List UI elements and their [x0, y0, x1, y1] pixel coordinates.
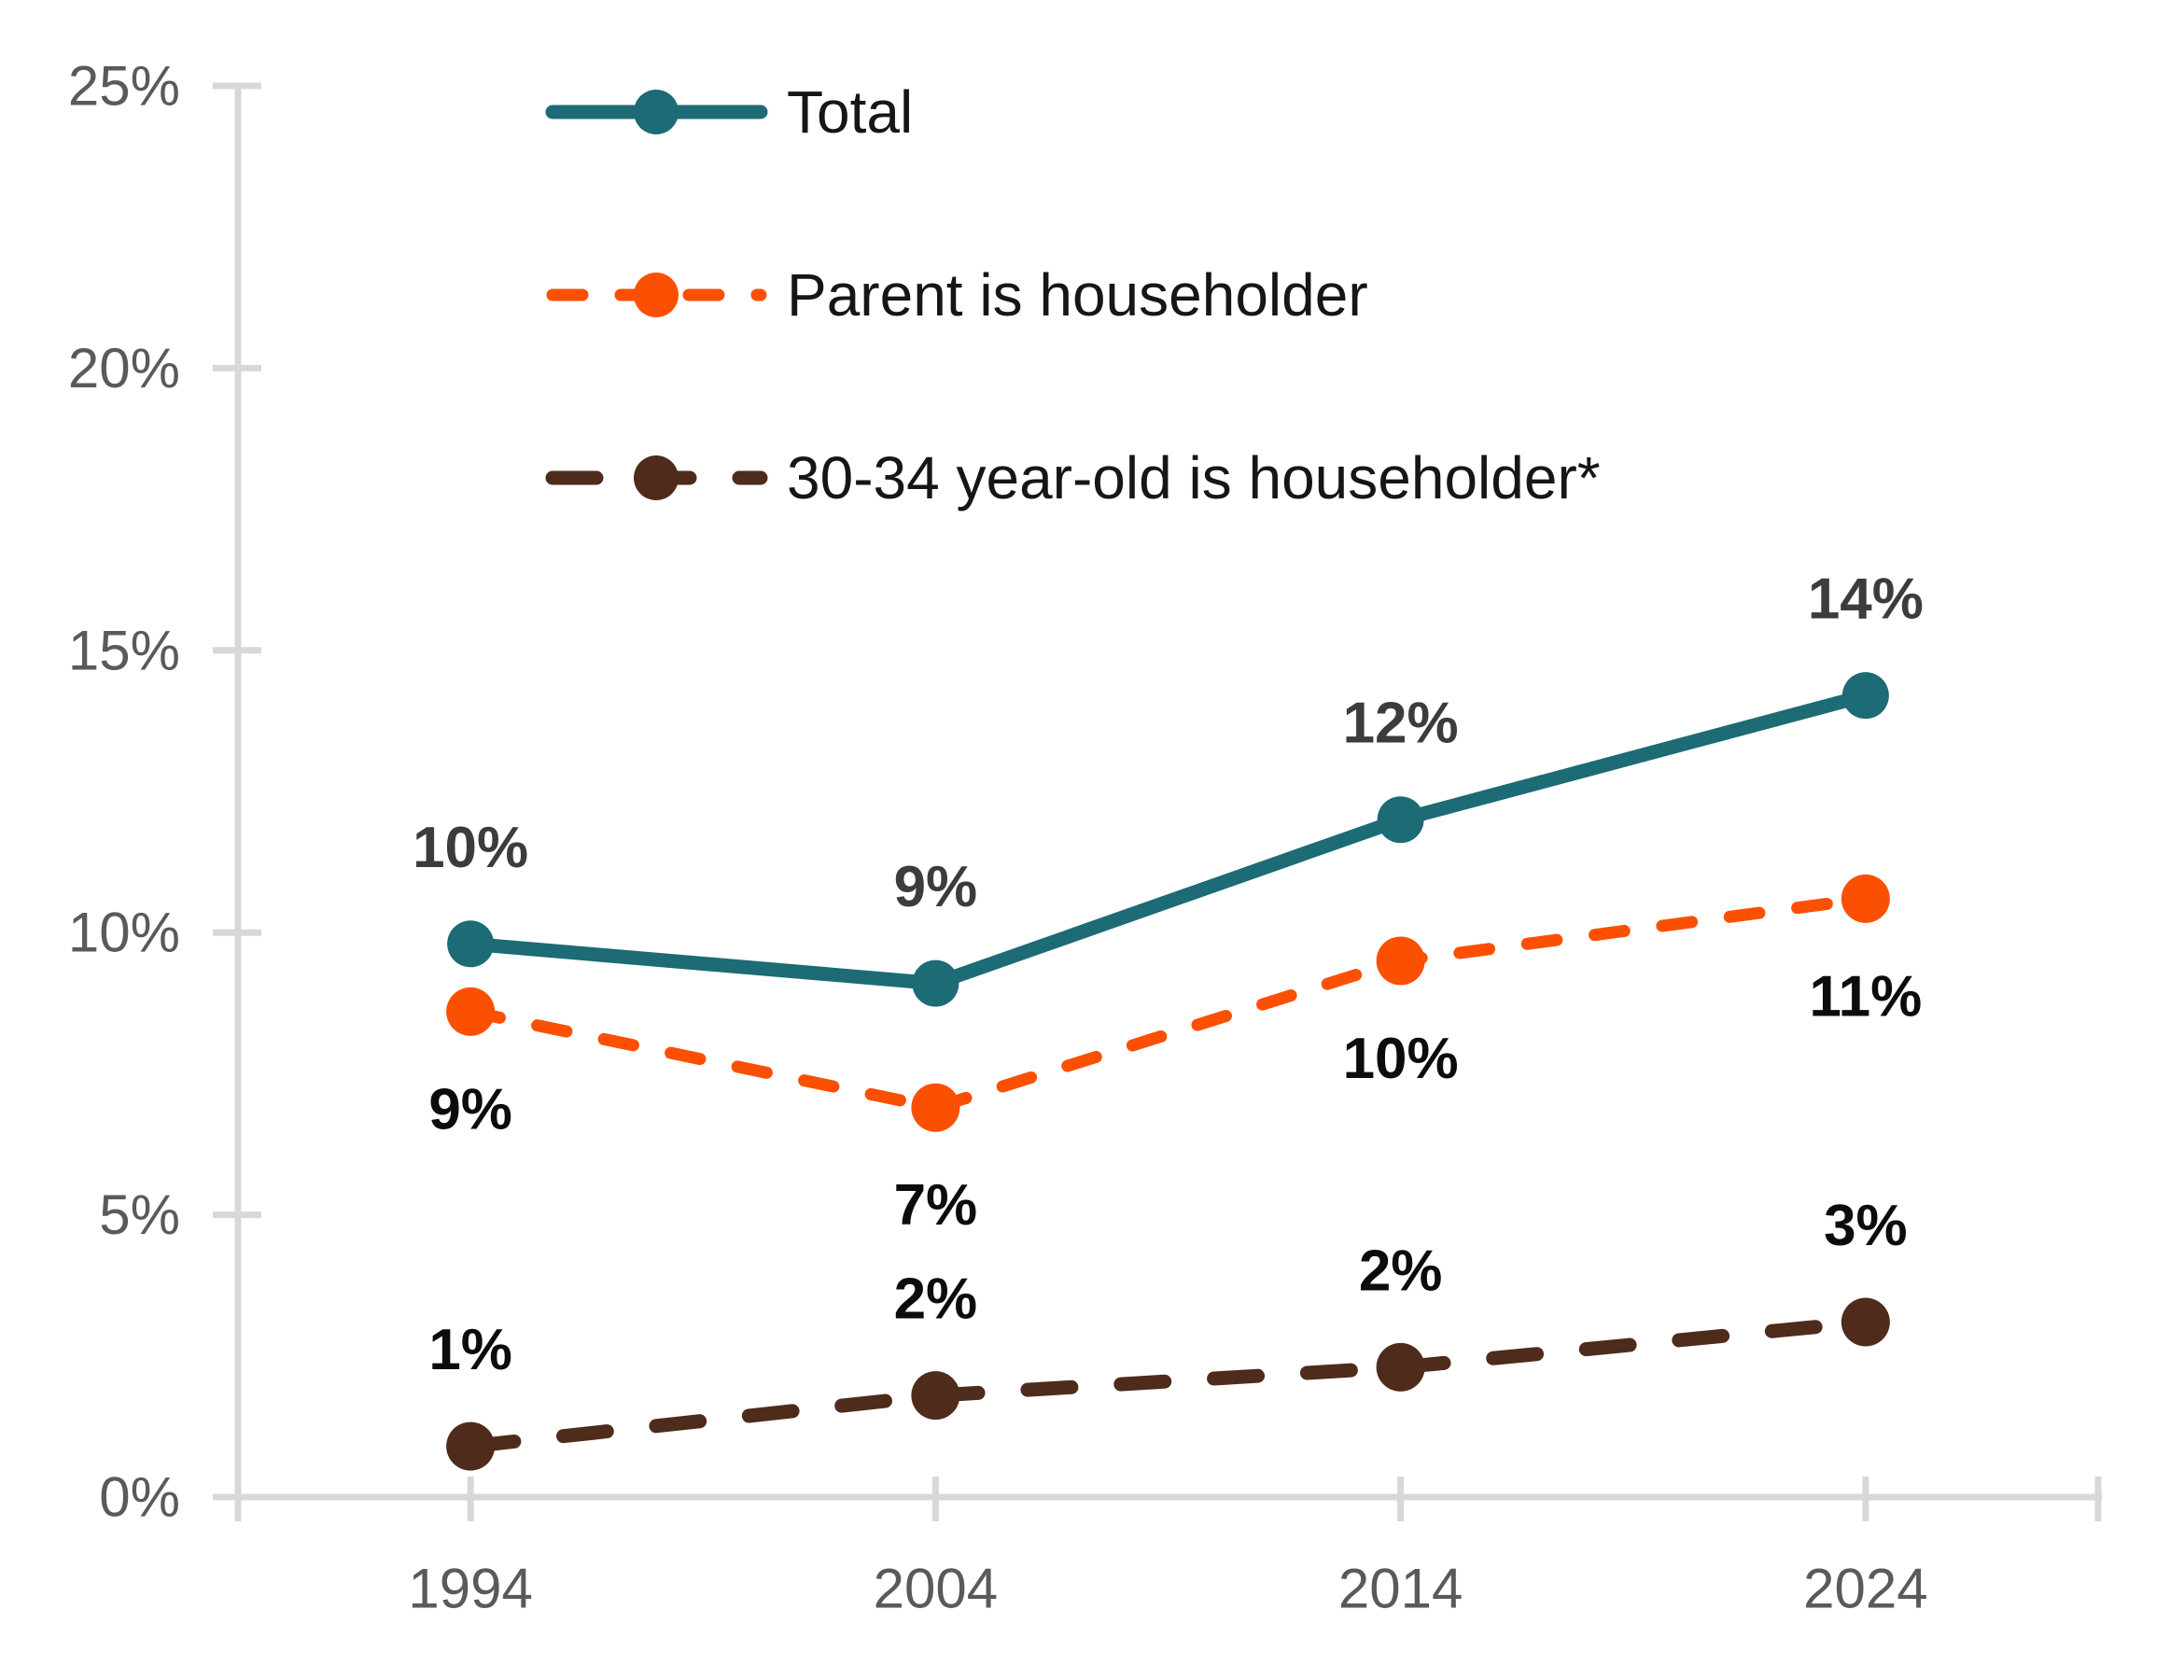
data-point-label: 12%	[1343, 692, 1459, 756]
series-line-1	[463, 688, 1873, 991]
data-point-marker	[912, 959, 959, 1007]
data-point-marker	[1841, 874, 1890, 923]
legend-sample-marker	[634, 273, 679, 317]
data-point-marker	[446, 1421, 496, 1471]
x-axis-tick-label: 2024	[1803, 1558, 1927, 1620]
data-point-label: 1%	[428, 1318, 512, 1382]
series-line-2	[464, 892, 1872, 1114]
data-point-marker	[1841, 672, 1889, 720]
legend-item-label: 30-34 year-old is householder*	[787, 444, 1601, 511]
data-point-marker	[911, 1371, 960, 1421]
data-point-label: 2%	[1359, 1239, 1443, 1303]
data-point-label: 9%	[894, 855, 978, 919]
data-point-label: 11%	[1810, 964, 1923, 1029]
data-point-marker	[446, 987, 496, 1036]
y-axis-tick-label: 10%	[68, 902, 180, 964]
data-point-marker	[1841, 1297, 1890, 1347]
y-axis-tick-label: 25%	[68, 55, 180, 118]
x-axis-tick-label: 2014	[1338, 1558, 1463, 1620]
data-point-label: 7%	[894, 1173, 978, 1238]
data-point-label: 10%	[413, 816, 528, 880]
y-axis-tick-label: 20%	[68, 337, 180, 399]
legend-sample-marker	[634, 90, 679, 134]
data-point-marker	[1376, 936, 1425, 986]
y-axis-tick-label: 15%	[68, 619, 180, 681]
data-point-label: 3%	[1824, 1194, 1908, 1258]
y-axis-tick-label: 5%	[99, 1183, 180, 1246]
data-point-label: 2%	[894, 1267, 978, 1332]
series-line-3	[463, 1315, 1873, 1454]
data-point-label: 14%	[1808, 567, 1924, 632]
data-point-marker	[911, 1083, 960, 1132]
legend-item-label: Parent is householder	[787, 261, 1368, 329]
x-axis-tick-label: 1994	[408, 1558, 532, 1620]
data-point-label: 9%	[428, 1077, 512, 1141]
legend-sample-marker	[634, 455, 679, 500]
data-point-marker	[1376, 1342, 1425, 1392]
x-axis-tick-label: 2004	[874, 1558, 998, 1620]
y-axis-tick-label: 0%	[99, 1466, 180, 1529]
data-point-marker	[447, 920, 495, 968]
data-point-marker	[1377, 796, 1424, 844]
data-point-label: 10%	[1343, 1027, 1459, 1091]
legend-item-label: Total	[787, 78, 913, 146]
